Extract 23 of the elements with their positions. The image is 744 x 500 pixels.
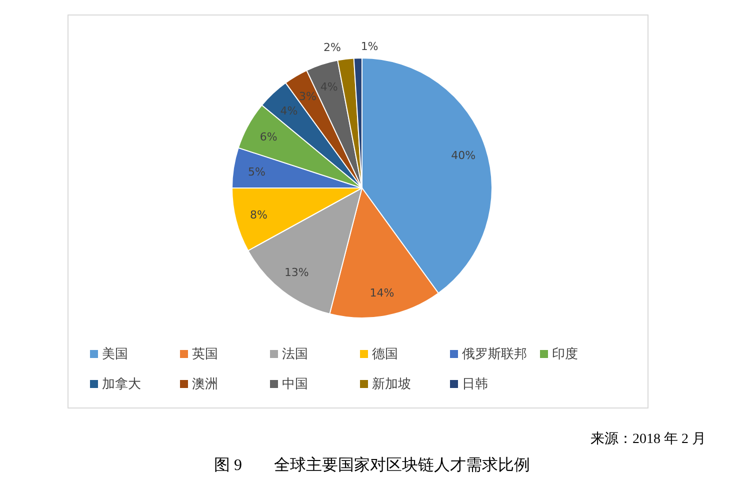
data-label: 40% bbox=[451, 149, 476, 162]
data-label: 6% bbox=[260, 130, 278, 144]
legend-label: 加拿大 bbox=[102, 377, 141, 392]
legend-label: 日韩 bbox=[462, 377, 488, 392]
data-label: 8% bbox=[250, 208, 268, 222]
source-note: 来源：2018 年 2 月 bbox=[590, 431, 706, 447]
legend-label: 美国 bbox=[102, 346, 128, 362]
legend-label: 印度 bbox=[552, 346, 578, 362]
data-label: 13% bbox=[284, 266, 309, 280]
legend-label: 俄罗斯联邦 bbox=[462, 347, 527, 362]
data-label: 2% bbox=[323, 41, 341, 54]
legend-label: 中国 bbox=[282, 377, 308, 392]
data-label: 1% bbox=[360, 40, 378, 54]
data-label: 5% bbox=[248, 165, 266, 178]
data-label: 3% bbox=[299, 90, 316, 104]
legend-label: 澳洲 bbox=[192, 377, 218, 392]
legend-label: 新加坡 bbox=[372, 377, 411, 392]
text: 图 9 全球主要国家对区块链人才需求比例 bbox=[214, 456, 530, 474]
legend-label: 法国 bbox=[282, 347, 308, 362]
legend-label: 英国 bbox=[192, 347, 218, 362]
legend-label: 德国 bbox=[372, 347, 398, 362]
data-label: 4% bbox=[280, 104, 298, 118]
data-label: 14% bbox=[370, 286, 394, 300]
